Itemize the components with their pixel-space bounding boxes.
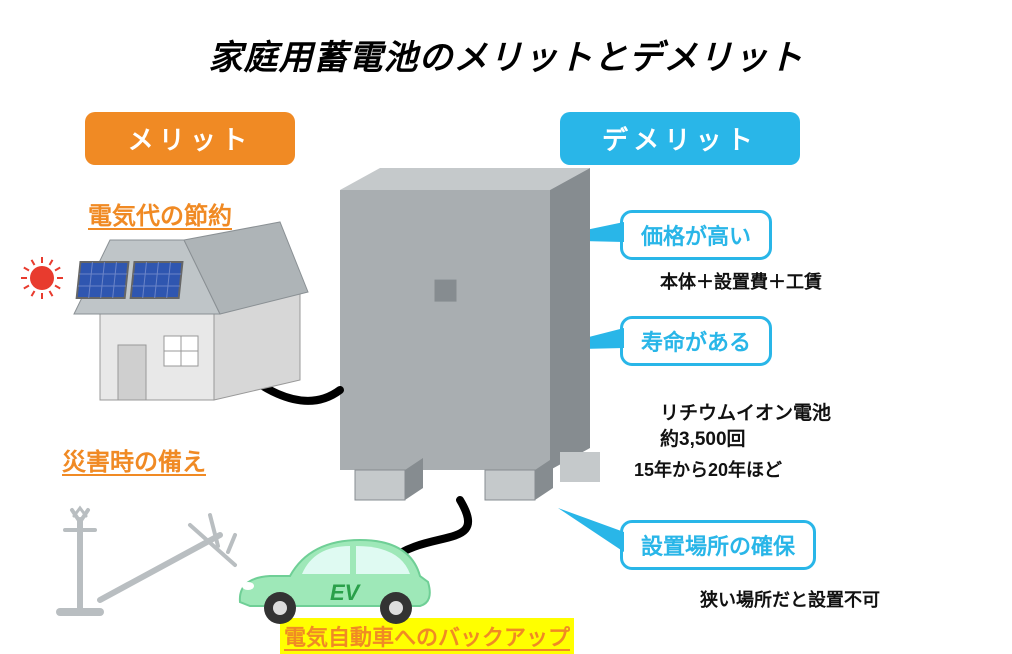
demerit-bubble-space: 設置場所の確保 [620, 520, 816, 570]
merit-label-ev: 電気自動車へのバックアップ [280, 618, 574, 654]
demerit-note-battery: リチウムイオン電池 [660, 398, 831, 425]
demerit-note-cycles: 約3,500回 [660, 424, 746, 451]
demerit-note-years: 15年から20年ほど [634, 456, 782, 482]
demerit-bubble-lifespan: 寿命がある [620, 316, 772, 366]
demerit-pill: デメリット [560, 112, 800, 165]
demerit-note-narrow: 狭い場所だと設置不可 [700, 586, 880, 612]
merit-label-savings: 電気代の節約 [88, 196, 232, 231]
demerit-bubble-price: 価格が高い [620, 210, 772, 260]
page-title: 家庭用蓄電池のメリットとデメリット [0, 30, 1012, 79]
diagram-stage: EV [0, 0, 1012, 653]
merit-label-disaster: 災害時の備え [62, 442, 206, 477]
svg-text:EV: EV [330, 580, 362, 605]
merit-pill: メリット [85, 112, 295, 165]
demerit-note-cost: 本体＋設置費＋工賃 [660, 268, 822, 294]
